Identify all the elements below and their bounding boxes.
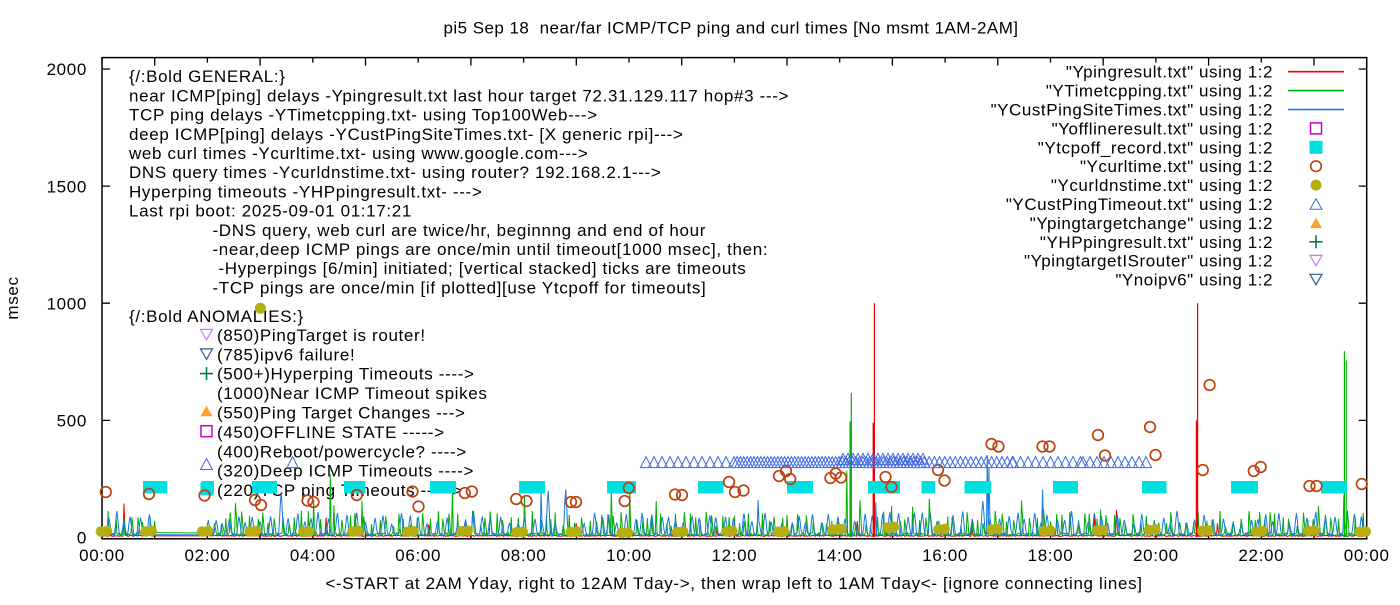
svg-text:12:00: 12:00 (712, 546, 758, 565)
svg-text:1000: 1000 (47, 294, 87, 313)
svg-text:(550)Ping Target Changes --->: (550)Ping Target Changes ---> (217, 404, 466, 423)
svg-text:10:00: 10:00 (606, 546, 652, 565)
svg-text:TCP ping delays -YTimetcpping.: TCP ping delays -YTimetcpping.txt- using… (129, 106, 598, 125)
svg-text:{/:Bold GENERAL:}: {/:Bold GENERAL:} (129, 67, 286, 86)
svg-text:-DNS query, web curl are twice: -DNS query, web curl are twice/hr, begin… (213, 221, 707, 240)
svg-text:14:00: 14:00 (817, 546, 863, 565)
svg-text:(220)TCP ping Timeouts ----->: (220)TCP ping Timeouts -----> (217, 481, 463, 500)
svg-text:16:00: 16:00 (922, 546, 968, 565)
svg-text:DNS query times -Ycurldnstime.: DNS query times -Ycurldnstime.txt- using… (129, 163, 661, 182)
svg-text:500: 500 (57, 412, 87, 431)
svg-text:-near,deep ICMP pings are once: -near,deep ICMP pings are once/min until… (213, 240, 769, 259)
svg-text:00:00: 00:00 (79, 546, 125, 565)
svg-text:"Ypingresult.txt" using 1:2: "Ypingresult.txt" using 1:2 (1066, 63, 1273, 82)
svg-text:20:00: 20:00 (1133, 546, 1179, 565)
svg-text:00:00: 00:00 (1344, 546, 1390, 565)
svg-text:"YHPpingresult.txt" using 1:2: "YHPpingresult.txt" using 1:2 (1040, 233, 1273, 252)
svg-text:deep ICMP[ping] delays -YCustP: deep ICMP[ping] delays -YCustPingSiteTim… (129, 125, 684, 144)
svg-text:Hyperping timeouts -YHPpingres: Hyperping timeouts -YHPpingresult.txt- -… (129, 182, 482, 201)
svg-text:"YCustPingTimeout.txt" using 1: "YCustPingTimeout.txt" using 1:2 (1006, 195, 1273, 214)
svg-text:(785)ipv6 failure!: (785)ipv6 failure! (217, 345, 355, 364)
svg-text:"YpingtargetISrouter" using 1:: "YpingtargetISrouter" using 1:2 (1024, 252, 1273, 271)
svg-text:(500+)Hyperping Timeouts ---->: (500+)Hyperping Timeouts ----> (217, 365, 475, 384)
svg-text:(850)PingTarget is router!: (850)PingTarget is router! (217, 326, 426, 345)
svg-text:Last rpi boot: 2025-09-01 01:1: Last rpi boot: 2025-09-01 01:17:21 (129, 202, 412, 221)
svg-text:(1000)Near ICMP Timeout spikes: (1000)Near ICMP Timeout spikes (217, 384, 488, 403)
svg-text:"Yofflineresult.txt" using 1:2: "Yofflineresult.txt" using 1:2 (1052, 119, 1273, 138)
svg-text:08:00: 08:00 (501, 546, 547, 565)
svg-text:(320)Deep ICMP Timeouts ---->: (320)Deep ICMP Timeouts ----> (217, 462, 474, 481)
svg-text:(450)OFFLINE STATE ----->: (450)OFFLINE STATE -----> (217, 423, 445, 442)
svg-text:22:00: 22:00 (1238, 546, 1284, 565)
svg-text:"Ytcpoff_record.txt" using 1:2: "Ytcpoff_record.txt" using 1:2 (1038, 138, 1273, 157)
svg-text:msec: msec (3, 276, 22, 319)
svg-text:04:00: 04:00 (290, 546, 336, 565)
svg-text:"Ypingtargetchange" using 1:2: "Ypingtargetchange" using 1:2 (1030, 214, 1273, 233)
svg-text:18:00: 18:00 (1028, 546, 1074, 565)
svg-text:"YCustPingSiteTimes.txt" using: "YCustPingSiteTimes.txt" using 1:2 (991, 101, 1273, 120)
svg-text:-Hyperpings [6/min] initiated;: -Hyperpings [6/min] initiated; [vertical… (219, 259, 747, 278)
svg-text:(400)Reboot/powercycle? ---->: (400)Reboot/powercycle? ----> (217, 442, 467, 461)
svg-text:06:00: 06:00 (395, 546, 441, 565)
svg-text:2000: 2000 (47, 60, 87, 79)
svg-text:"Ycurldnstime.txt" using 1:2: "Ycurldnstime.txt" using 1:2 (1051, 176, 1273, 195)
svg-text:pi5 Sep 18 near/far ICMP/TCP: pi5 Sep 18 near/far ICMP/TCP ping and cu… (444, 19, 1019, 38)
svg-text:"YTimetcpping.txt" using 1:2: "YTimetcpping.txt" using 1:2 (1046, 82, 1273, 101)
svg-text:0: 0 (77, 529, 87, 548)
svg-text:{/:Bold ANOMALIES:}: {/:Bold ANOMALIES:} (129, 307, 304, 326)
svg-text:near ICMP[ping] delays -Ypingr: near ICMP[ping] delays -Ypingresult.txt … (129, 86, 789, 105)
svg-text:02:00: 02:00 (185, 546, 231, 565)
svg-text:1500: 1500 (47, 177, 87, 196)
svg-text:<-START at 2AM Yday, right to: <-START at 2AM Yday, right to 12AM Tday-… (325, 574, 1142, 593)
svg-text:-TCP pings are once/min [if pl: -TCP pings are once/min [if plotted][use… (213, 278, 707, 297)
svg-text:"Ynoipv6" using 1:2: "Ynoipv6" using 1:2 (1115, 271, 1273, 290)
svg-text:web curl times -Ycurltime.txt-: web curl times -Ycurltime.txt- using www… (128, 144, 588, 163)
svg-text:"Ycurltime.txt" using 1:2: "Ycurltime.txt" using 1:2 (1080, 157, 1273, 176)
